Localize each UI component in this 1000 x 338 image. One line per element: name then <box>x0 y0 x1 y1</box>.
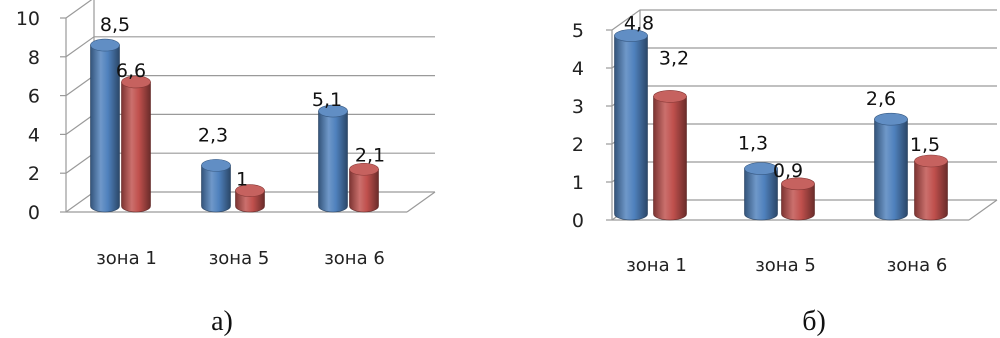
gridline <box>65 36 435 58</box>
y-tick-label: 3 <box>572 96 584 118</box>
x-category-label: зона 1 <box>626 255 687 276</box>
bar-зона-6-series-2 <box>914 154 948 221</box>
bar-body <box>90 44 120 213</box>
y-tick-label: 5 <box>572 20 584 42</box>
y-tick-label: 2 <box>28 163 40 185</box>
bar-body <box>121 81 151 213</box>
chart-2: 0 1 2 3 4 5 4,83,2 зона 1 1,30,9 зона 5 2,6 1,5 зона… <box>572 9 998 337</box>
x-category-label: зона 6 <box>324 248 385 269</box>
bar-зона-6-series-1 <box>874 112 908 221</box>
bar-top <box>781 177 815 191</box>
data-label: 3,2 <box>659 47 689 69</box>
gridline <box>611 9 997 31</box>
bar-top <box>349 162 379 176</box>
bar-top <box>914 154 948 168</box>
gridline <box>65 0 93 19</box>
bar-зона-1-series-2 <box>121 75 151 213</box>
data-label: 8,5 <box>100 14 130 36</box>
bar-top <box>201 159 231 172</box>
bar-body <box>349 168 379 213</box>
bar-top <box>235 184 265 197</box>
bar-top <box>121 75 151 89</box>
bar-зона-1-series-1 <box>614 29 648 221</box>
bar-body <box>781 183 815 221</box>
bar-body <box>614 35 648 221</box>
bar-top <box>614 29 648 42</box>
x-category-label: зона 6 <box>887 255 948 276</box>
bar-зона-5-series-1 <box>201 159 231 213</box>
bar-top <box>90 38 120 52</box>
bar-зона-6-series-2 <box>349 162 379 213</box>
figure-caption: а) <box>211 306 233 337</box>
bar-body <box>914 160 948 221</box>
data-label: 1,3 <box>738 133 768 155</box>
data-label: 1 <box>236 169 248 191</box>
data-label: 6,6 <box>116 60 146 82</box>
y-tick-label: 1 <box>572 172 584 194</box>
y-tick-label: 6 <box>28 86 40 108</box>
bar-body <box>201 165 231 213</box>
data-label: 4,8 <box>624 13 654 35</box>
bar-body <box>653 96 687 221</box>
figure-caption: б) <box>802 306 826 337</box>
bar-top <box>653 90 687 103</box>
bar-top <box>874 112 908 126</box>
y-tick-label: 10 <box>16 8 40 30</box>
data-label: 5,1 <box>312 89 342 111</box>
x-category-label: зона 1 <box>96 248 157 269</box>
floor-edge <box>406 191 436 213</box>
data-label: 2,6 <box>866 88 896 110</box>
y-tick-label: 0 <box>28 202 40 224</box>
bar-зона-6-series-1 <box>318 104 348 213</box>
bar-body <box>744 168 778 221</box>
data-label: 2,1 <box>355 144 385 166</box>
y-tick-label: 0 <box>572 210 584 232</box>
chart-1: 0 2 4 6 8 10 8,5 6,6 зона 1 2,3 1 зона 5 5,1 2,1 зона … <box>16 0 436 337</box>
data-label: 0,9 <box>773 160 803 182</box>
y-tick-label: 4 <box>572 58 584 80</box>
bar-top <box>318 104 348 118</box>
bar-top <box>744 162 778 175</box>
y-tick-label: 2 <box>572 134 584 156</box>
y-tick-label: 8 <box>28 47 40 69</box>
bar-body <box>318 110 348 213</box>
bar-зона-1-series-1 <box>90 38 120 213</box>
bar-body <box>874 118 908 221</box>
y-tick-label: 4 <box>28 124 40 146</box>
x-category-label: зона 5 <box>209 248 270 269</box>
x-category-label: зона 5 <box>755 255 816 276</box>
data-label: 1,5 <box>910 134 940 156</box>
bar-зона-5-series-2 <box>235 184 265 213</box>
floor-edge <box>968 199 998 221</box>
data-label: 2,3 <box>198 124 228 146</box>
bar-зона-1-series-2 <box>653 90 687 221</box>
bar-зона-5-series-1 <box>744 162 778 221</box>
bar-зона-5-series-2 <box>781 177 815 221</box>
